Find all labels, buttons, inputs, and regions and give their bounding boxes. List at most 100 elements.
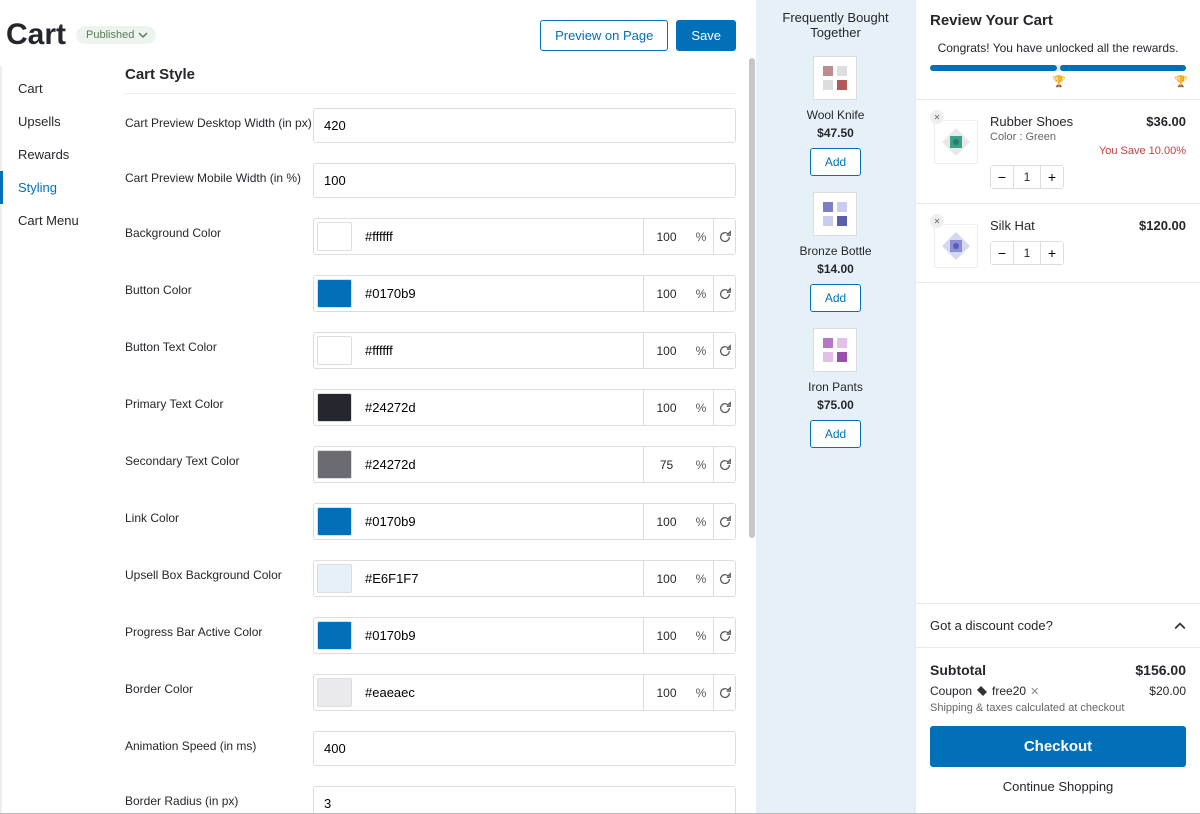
preview-button[interactable]: Preview on Page xyxy=(540,20,668,51)
qty-value: 1 xyxy=(1013,242,1041,264)
button_text_color-reset[interactable] xyxy=(713,333,735,368)
secondary_text_color-pct[interactable]: 75 xyxy=(643,447,689,482)
shipping-note: Shipping & taxes calculated at checkout xyxy=(930,702,1186,714)
progress_active_color-pct[interactable]: 100 xyxy=(643,618,689,653)
link_color-pct[interactable]: 100 xyxy=(643,504,689,539)
checkout-button[interactable]: Checkout xyxy=(930,726,1186,767)
cart-item-image xyxy=(934,224,978,268)
primary_text_color-label: Primary Text Color xyxy=(125,389,313,411)
scrollbar-thumb[interactable] xyxy=(749,58,755,538)
border_color-reset[interactable] xyxy=(713,675,735,710)
upsell-image xyxy=(813,56,857,100)
pct-unit: % xyxy=(689,675,713,710)
progress_active_color-swatch[interactable] xyxy=(317,621,352,650)
upsell-add-button[interactable]: Add xyxy=(810,420,861,448)
secondary_text_color-label: Secondary Text Color xyxy=(125,446,313,468)
upsell-title: Frequently Bought Together xyxy=(764,10,907,40)
trophy-icon: 🏆 xyxy=(1052,75,1066,88)
button_color-input[interactable] xyxy=(355,276,643,311)
cart-item-name: Silk Hat xyxy=(990,218,1035,233)
border_color-swatch[interactable] xyxy=(317,678,352,707)
button_text_color-label: Button Text Color xyxy=(125,332,313,354)
upsell_bg_color-reset[interactable] xyxy=(713,561,735,596)
primary_text_color-pct[interactable]: 100 xyxy=(643,390,689,425)
sidebar-item-cart[interactable]: Cart xyxy=(2,72,115,105)
anim-speed-input[interactable] xyxy=(313,731,736,766)
chevron-down-icon xyxy=(138,30,148,40)
upsell-add-button[interactable]: Add xyxy=(810,148,861,176)
upsell_bg_color-pct[interactable]: 100 xyxy=(643,561,689,596)
sidebar-item-styling[interactable]: Styling xyxy=(2,171,115,204)
bg_color-swatch[interactable] xyxy=(317,222,352,251)
button_text_color-pct[interactable]: 100 xyxy=(643,333,689,368)
pct-unit: % xyxy=(689,447,713,482)
secondary_text_color-swatch[interactable] xyxy=(317,450,352,479)
trophy-icon: 🏆 xyxy=(1174,75,1188,88)
cart-item-meta: Color : Green xyxy=(990,131,1186,143)
pct-unit: % xyxy=(689,333,713,368)
qty-plus[interactable]: + xyxy=(1041,242,1063,264)
published-label: Published xyxy=(86,29,134,41)
qty-minus[interactable]: − xyxy=(991,242,1013,264)
scrollbar-track[interactable] xyxy=(748,58,756,814)
upsell_bg_color-input[interactable] xyxy=(355,561,643,596)
button_text_color-swatch[interactable] xyxy=(317,336,352,365)
primary_text_color-reset[interactable] xyxy=(713,390,735,425)
border-radius-input[interactable] xyxy=(313,786,736,814)
border_color-pct[interactable]: 100 xyxy=(643,675,689,710)
cart-item-save: You Save 10.00% xyxy=(990,145,1186,157)
qty-plus[interactable]: + xyxy=(1041,166,1063,188)
button_color-swatch[interactable] xyxy=(317,279,352,308)
upsell-image xyxy=(813,192,857,236)
desktop-width-label: Cart Preview Desktop Width (in px) xyxy=(125,108,313,130)
rewards-text: Congrats! You have unlocked all the rewa… xyxy=(930,41,1186,55)
sidebar-item-cart-menu[interactable]: Cart Menu xyxy=(2,204,115,237)
upsell-image xyxy=(813,328,857,372)
upsell-add-button[interactable]: Add xyxy=(810,284,861,312)
border_color-label: Border Color xyxy=(125,674,313,696)
desktop-width-input[interactable] xyxy=(313,108,736,143)
cart-item-remove[interactable]: ✕ xyxy=(930,214,944,228)
quantity-stepper: − 1 + xyxy=(990,165,1064,189)
secondary_text_color-input[interactable] xyxy=(355,447,643,482)
discount-label: Got a discount code? xyxy=(930,618,1053,633)
coupon-value: $20.00 xyxy=(1149,684,1186,698)
bg_color-input[interactable] xyxy=(355,219,643,254)
link_color-input[interactable] xyxy=(355,504,643,539)
continue-shopping-link[interactable]: Continue Shopping xyxy=(930,773,1186,800)
secondary_text_color-reset[interactable] xyxy=(713,447,735,482)
link_color-swatch[interactable] xyxy=(317,507,352,536)
cart-items: ✕ Rubber Shoes $36.00 Color : Green You … xyxy=(916,100,1200,603)
primary_text_color-swatch[interactable] xyxy=(317,393,352,422)
anim-speed-label: Animation Speed (in ms) xyxy=(125,731,313,753)
primary_text_color-input[interactable] xyxy=(355,390,643,425)
cart-footer: Subtotal $156.00 Coupon free20 ✕ $20.00 … xyxy=(916,647,1200,814)
upsell_bg_color-swatch[interactable] xyxy=(317,564,352,593)
mobile-width-label: Cart Preview Mobile Width (in %) xyxy=(125,163,313,185)
bg_color-pct[interactable]: 100 xyxy=(643,219,689,254)
discount-toggle[interactable]: Got a discount code? xyxy=(916,603,1200,647)
sidebar-item-upsells[interactable]: Upsells xyxy=(2,105,115,138)
coupon-label: Coupon xyxy=(930,684,972,698)
save-button[interactable]: Save xyxy=(676,20,736,51)
qty-minus[interactable]: − xyxy=(991,166,1013,188)
upsell_bg_color-label: Upsell Box Background Color xyxy=(125,560,313,582)
border_color-input[interactable] xyxy=(355,675,643,710)
button_color-reset[interactable] xyxy=(713,276,735,311)
sidebar-item-rewards[interactable]: Rewards xyxy=(2,138,115,171)
mobile-width-input[interactable] xyxy=(313,163,736,198)
progress_active_color-input[interactable] xyxy=(355,618,643,653)
bg_color-reset[interactable] xyxy=(713,219,735,254)
link_color-reset[interactable] xyxy=(713,504,735,539)
button_color-pct[interactable]: 100 xyxy=(643,276,689,311)
progress-bar xyxy=(930,65,1186,71)
cart-item-remove[interactable]: ✕ xyxy=(930,110,944,124)
progress_active_color-reset[interactable] xyxy=(713,618,735,653)
subtotal-value: $156.00 xyxy=(1135,662,1186,678)
pct-unit: % xyxy=(689,561,713,596)
published-badge[interactable]: Published xyxy=(76,26,156,44)
button_text_color-input[interactable] xyxy=(355,333,643,368)
cart-item-image xyxy=(934,120,978,164)
coupon-remove-icon[interactable]: ✕ xyxy=(1030,685,1039,698)
settings-sidebar: Cart Upsells Rewards Styling Cart Menu xyxy=(0,66,115,814)
